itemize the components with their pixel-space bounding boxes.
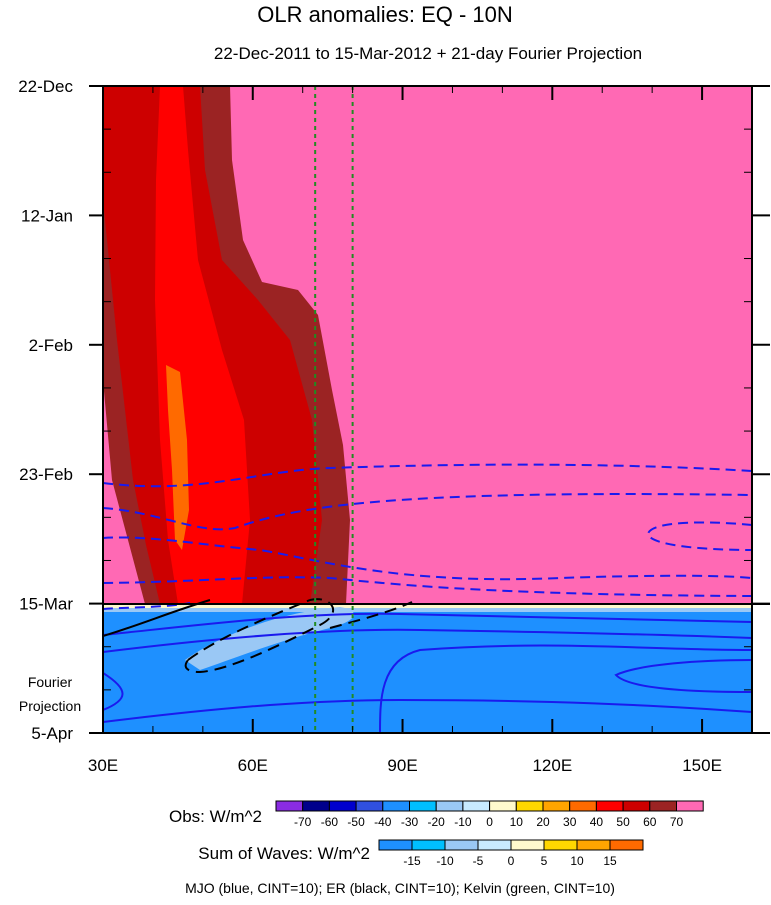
projection-light-patch — [185, 607, 354, 670]
x-tick-label: 60E — [238, 756, 268, 775]
obs-colorbar-swatch — [302, 800, 330, 812]
waves-colorbar-swatch — [378, 839, 413, 851]
obs-colorbar-swatch — [676, 800, 704, 812]
obs-colorbar-swatch — [275, 800, 304, 812]
projection-label-line1: Fourier — [28, 674, 73, 690]
waves-colorbar-label: 5 — [541, 854, 548, 868]
obs-colorbar-label: 40 — [590, 815, 604, 829]
obs-colorbar-label: 20 — [536, 815, 550, 829]
obs-colorbar-label: -10 — [454, 815, 472, 829]
obs-colorbar-swatch — [649, 800, 677, 812]
x-tick-label: 120E — [532, 756, 572, 775]
waves-colorbar-label: -5 — [473, 854, 484, 868]
waves-colorbar-label: 10 — [570, 854, 584, 868]
obs-colorbar-swatch — [622, 800, 651, 812]
obs-colorbar-swatch — [569, 800, 597, 812]
x-tick-label: 150E — [682, 756, 722, 775]
y-axis: 22-Dec 12-Jan 2-Feb 23-Feb 15-Mar 5-Apr — [18, 77, 770, 743]
obs-colorbar-swatch — [328, 800, 357, 812]
obs-colorbar-swatch — [355, 800, 384, 812]
obs-colorbar-label: 60 — [643, 815, 657, 829]
waves-colorbar: Sum of Waves: W/m^2 -15 -10 -5 0 5 10 15 — [198, 839, 644, 868]
waves-colorbar-label: 0 — [508, 854, 515, 868]
mjo-positive-contours — [103, 612, 752, 733]
obs-colorbar-swatch — [409, 800, 437, 812]
waves-colorbar-title: Sum of Waves: W/m^2 — [198, 844, 370, 863]
obs-colorbar-swatch — [515, 800, 544, 812]
obs-colorbar-swatch — [489, 800, 517, 812]
y-tick-label: 2-Feb — [29, 336, 73, 355]
y-tick-label: 5-Apr — [31, 724, 73, 743]
obs-colorbar-swatch — [462, 800, 491, 812]
waves-colorbar-swatch — [411, 839, 446, 851]
y-tick-label: 22-Dec — [18, 77, 73, 96]
projection-field — [103, 604, 752, 733]
chart-title: OLR anomalies: EQ - 10N — [257, 2, 513, 27]
obs-colorbar-label: -50 — [347, 815, 365, 829]
obs-colorbar-label: 0 — [486, 815, 493, 829]
mjo-negative-contours — [103, 463, 752, 610]
obs-colorbar-label: 70 — [670, 815, 684, 829]
y-tick-label: 23-Feb — [19, 465, 73, 484]
waves-colorbar-label: -15 — [403, 854, 421, 868]
x-axis: 30E 60E 90E 120E 150E — [88, 86, 722, 775]
y-tick-label: 12-Jan — [21, 206, 73, 225]
obs-band-orange — [166, 365, 189, 550]
obs-colorbar-label: -60 — [321, 815, 339, 829]
waves-colorbar-swatch — [543, 839, 578, 851]
obs-colorbar-label: 50 — [616, 815, 630, 829]
projection-label-line2: Projection — [19, 698, 81, 714]
waves-colorbar-label: -10 — [436, 854, 454, 868]
obs-colorbar-swatch — [595, 800, 624, 812]
obs-colorbar-label: -30 — [401, 815, 419, 829]
obs-colorbar-label: -70 — [294, 815, 312, 829]
plot-area — [102, 85, 770, 734]
y-tick-label: 15-Mar — [19, 595, 73, 614]
x-tick-label: 30E — [88, 756, 118, 775]
obs-colorbar-swatch — [435, 800, 464, 812]
waves-colorbar-swatch — [444, 839, 479, 851]
waves-colorbar-swatch — [510, 839, 545, 851]
plot-frame — [102, 85, 753, 734]
obs-colorbar-label: -20 — [428, 815, 446, 829]
kelvin-contours — [314, 86, 354, 733]
obs-colorbar-label: 10 — [510, 815, 524, 829]
waves-colorbar-swatch — [477, 839, 512, 851]
wave-contours — [103, 86, 752, 733]
wave-legend-footnote: MJO (blue, CINT=10); ER (black, CINT=10)… — [185, 880, 615, 896]
projection-background — [103, 604, 752, 733]
chart-subtitle: 22-Dec-2011 to 15-Mar-2012 + 21-day Four… — [214, 44, 642, 63]
waves-colorbar-swatch — [609, 839, 644, 851]
obs-colorbar-swatch — [542, 800, 571, 812]
obs-colorbar-label: 30 — [563, 815, 577, 829]
projection-top-pale — [103, 604, 752, 608]
obs-colorbar: Obs: W/m^2 -70 -60 -50 -40 -30 -20 -10 0 10 20 30 4… — [169, 800, 704, 829]
waves-colorbar-label: 15 — [603, 854, 617, 868]
obs-colorbar-title: Obs: W/m^2 — [169, 807, 262, 826]
obs-colorbar-swatch — [382, 800, 410, 812]
x-tick-label: 90E — [387, 756, 417, 775]
waves-colorbar-swatch — [576, 839, 611, 851]
obs-colorbar-label: -40 — [374, 815, 392, 829]
